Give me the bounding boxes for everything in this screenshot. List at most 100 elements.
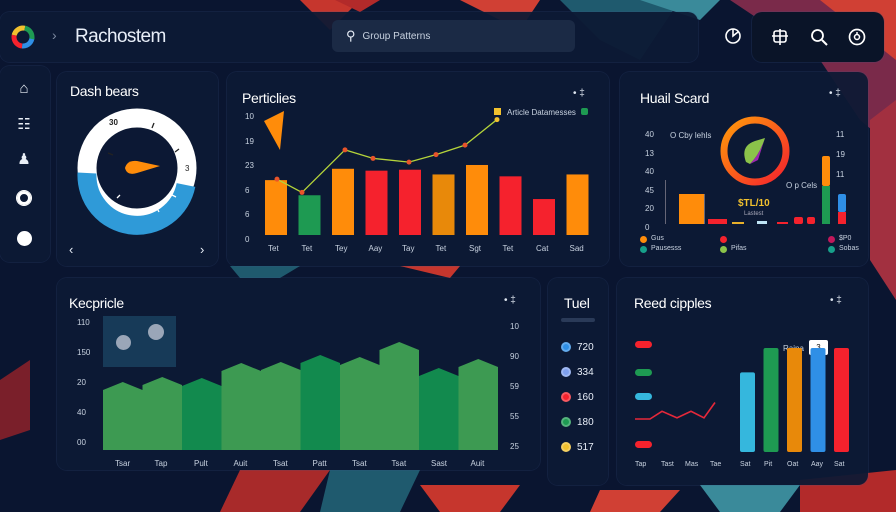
column[interactable] (221, 363, 262, 450)
bar[interactable] (763, 348, 779, 452)
sidebar-item-chat[interactable] (15, 229, 33, 247)
pie-clock-icon[interactable] (723, 26, 743, 46)
legend-pill (635, 369, 652, 376)
column[interactable] (182, 378, 222, 450)
trend-point[interactable] (433, 152, 439, 158)
trend-point[interactable] (462, 142, 468, 148)
card-title: Kecpricle (69, 295, 124, 311)
y-tick-label: 20 (645, 204, 654, 213)
y-tick-label: 11 (836, 130, 845, 139)
x-tick-label: Tay (402, 244, 415, 253)
x-tick-label: Tey (335, 244, 348, 253)
y-tick-label: 55 (510, 412, 519, 421)
trend-point[interactable] (274, 176, 280, 182)
y-tick-label: 90 (510, 352, 519, 361)
bar[interactable] (533, 199, 555, 235)
column[interactable] (340, 357, 380, 450)
y-tick-label: 0 (245, 234, 250, 244)
x-tick-label: Auit (233, 459, 248, 468)
legend-label: Pausesss (651, 245, 682, 252)
grid-icon[interactable] (771, 28, 789, 46)
bar[interactable] (365, 170, 388, 235)
bar[interactable] (332, 168, 354, 235)
card-menu-button[interactable]: • ‡ (829, 88, 841, 99)
column[interactable] (103, 382, 143, 450)
bar[interactable] (566, 174, 589, 235)
home-icon: ⌂ (19, 79, 29, 97)
trend-point[interactable] (299, 189, 305, 195)
header-bar: › Rachostem ⚲ Group Patterns (0, 12, 741, 62)
score-chart (665, 116, 846, 224)
x-tick-label: Cat (536, 244, 549, 253)
column[interactable] (142, 377, 183, 450)
gauge-needle (125, 160, 160, 174)
x-tick-label: Sat (834, 461, 845, 468)
bar[interactable] (834, 348, 849, 452)
bar[interactable] (740, 372, 755, 452)
bar[interactable] (810, 348, 826, 452)
sidebar-item-calendar[interactable]: ☷ (15, 115, 33, 133)
y-tick-label: 110 (77, 318, 90, 327)
sidebar-item-circle[interactable] (15, 189, 33, 207)
card-title: Dash bears (70, 83, 139, 99)
y-tick-label: 40 (645, 130, 654, 139)
card-title: Reed cipples (634, 295, 712, 311)
legend-label: Gus (651, 235, 664, 242)
legend-pill (635, 441, 652, 448)
trend-point[interactable] (370, 155, 376, 161)
legend-dot (720, 236, 727, 243)
card-menu-button[interactable]: • ‡ (504, 295, 516, 306)
x-tick-label: Tsat (391, 459, 407, 468)
x-tick-label: Tet (268, 244, 279, 253)
score-logo (744, 138, 765, 164)
bar[interactable] (466, 164, 488, 235)
user-icon: ♟ (17, 151, 31, 168)
next-button[interactable]: › (200, 242, 205, 257)
x-tick-label: Sast (431, 459, 448, 468)
bar[interactable] (399, 169, 421, 235)
sidebar-item-home[interactable]: ⌂ (15, 79, 33, 97)
chat-icon (16, 230, 32, 246)
search-input[interactable]: ⚲ Group Patterns (332, 20, 575, 52)
column[interactable] (261, 362, 301, 450)
column[interactable] (419, 368, 459, 450)
legend-dot (828, 246, 835, 253)
list-dot (561, 342, 571, 352)
prev-button[interactable]: ‹ (69, 242, 74, 257)
list-value: 720 (577, 342, 594, 353)
trend-point[interactable] (342, 147, 348, 153)
card-title: Tuel (564, 295, 590, 311)
x-tick-label: Sgt (469, 244, 482, 253)
y-tick-label: 11 (836, 170, 845, 179)
column[interactable] (379, 342, 420, 450)
bar[interactable] (787, 348, 802, 452)
toggle-widget[interactable] (103, 316, 176, 367)
info-icon[interactable] (848, 28, 866, 46)
gauge-card: Dash bears 30 3 ‹ › (57, 72, 218, 266)
card-menu-button[interactable]: • ‡ (830, 295, 842, 306)
card-menu-button[interactable]: • ‡ (573, 88, 585, 99)
y-tick-label: 150 (77, 348, 91, 357)
trend-point[interactable] (494, 117, 500, 123)
sidebar-item-user[interactable]: ♟ (15, 150, 33, 168)
bar[interactable] (432, 174, 455, 235)
legend-swatch (494, 108, 501, 115)
list-value: 180 (577, 417, 594, 428)
trend-point[interactable] (406, 159, 412, 165)
sidebar: ⌂ ☷ ♟ (0, 66, 50, 262)
column[interactable] (458, 359, 499, 450)
legend-swatch (581, 108, 588, 115)
legend-pill (635, 393, 652, 400)
gauge-tick-label: 3 (185, 164, 190, 173)
x-tick-label: Pult (194, 459, 208, 468)
circle-icon (17, 191, 31, 205)
bar[interactable] (499, 176, 522, 235)
bar[interactable] (265, 180, 287, 235)
x-tick-label: Tae (710, 461, 722, 468)
y-tick-label: 40 (77, 408, 86, 417)
y-tick-label: 23 (245, 161, 254, 170)
search-icon: ⚲ (346, 28, 356, 43)
bar[interactable] (298, 195, 321, 235)
column[interactable] (300, 355, 341, 450)
search-icon[interactable] (810, 28, 828, 46)
